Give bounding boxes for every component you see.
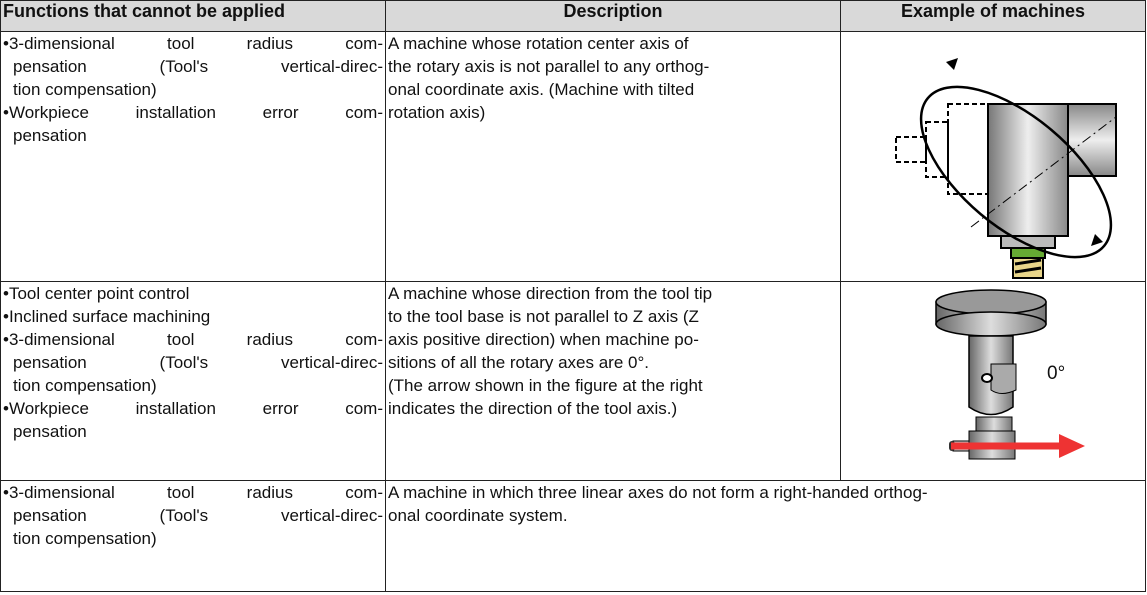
text-line: sitions of all the rotary axes are 0°. [388, 353, 649, 372]
text-line: rotation axis) [388, 103, 486, 122]
row: •3-dimensional tool radius com-pensation… [0, 480, 1146, 592]
text-line: •Workpiece installation error com- [3, 103, 383, 122]
text-line: tion compensation) [13, 376, 157, 395]
text-line: onal coordinate axis. (Machine with tilt… [388, 80, 695, 99]
row: •Tool center point control •Inclined surf… [0, 281, 1146, 481]
text-line: tion compensation) [13, 80, 157, 99]
text-line: •3-dimensional tool radius com- [3, 34, 383, 53]
description-cell: A machine whose rotation center axis of t… [385, 31, 841, 282]
tilted-axis-figure [895, 58, 1117, 279]
text-line: A machine whose direction from the tool … [388, 284, 713, 303]
text-line: (The arrow shown in the figure at the ri… [388, 376, 703, 395]
text-line: the rotary axis is not parallel to any o… [388, 57, 710, 76]
text-line: to the tool base is not parallel to Z ax… [388, 307, 699, 326]
text-line: pensation [13, 126, 87, 145]
row: •3-dimensional tool radius com-pensation… [0, 31, 1146, 282]
text-line: onal coordinate system. [388, 506, 568, 525]
functions-cell: •3-dimensional tool radius com-pensation… [0, 480, 386, 592]
description-cell: A machine in which three linear axes do … [385, 480, 1146, 592]
text-line: pensation (Tool's vertical-direc- [13, 506, 383, 525]
header-cell: Example of machines [840, 0, 1146, 32]
figure-cell: 0° [840, 281, 1146, 481]
text-line: •3-dimensional tool radius com- [3, 483, 383, 502]
text-line: A machine whose rotation center axis of [388, 34, 689, 53]
tool-direction-figure: 0° [935, 289, 1085, 460]
text-line: pensation [13, 422, 87, 441]
text-line: indicates the direction of the tool axis… [388, 399, 678, 418]
text-line: pensation (Tool's vertical-direc- [13, 57, 383, 76]
functions-cell: •3-dimensional tool radius com-pensation… [0, 31, 386, 282]
description-cell: A machine whose direction from the tool … [385, 281, 841, 481]
text-line: axis positive direction) when machine po… [388, 330, 699, 349]
figure-cell [840, 31, 1146, 282]
text-line: tion compensation) [13, 529, 157, 548]
header-cell: Description [385, 0, 841, 32]
text-line: •3-dimensional tool radius com- [3, 330, 383, 349]
text-line: •Tool center point control [3, 284, 190, 303]
text-line: A machine in which three linear axes do … [388, 483, 928, 502]
text-line: •Inclined surface machining [3, 307, 211, 326]
text-line: pensation (Tool's vertical-direc- [13, 353, 383, 372]
figure-label: 0° [1047, 363, 1065, 384]
header-cell: Functions that cannot be applied [0, 0, 386, 32]
header-row: Functions that cannot be applied Descrip… [0, 0, 1146, 32]
functions-cell: •Tool center point control •Inclined surf… [0, 281, 386, 481]
text-line: •Workpiece installation error com- [3, 399, 383, 418]
